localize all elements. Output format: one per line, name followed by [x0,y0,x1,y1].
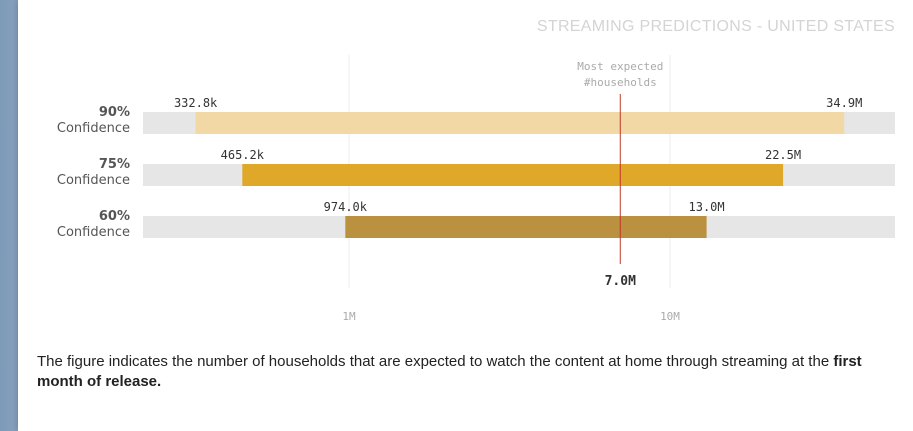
caption-text: The figure indicates the number of house… [37,353,834,370]
expected-annotation-line2: #households [584,76,657,89]
caption-bold: first month of release. [37,353,862,390]
confidence-word: Confidence [56,173,130,188]
range-bar [242,164,784,186]
confidence-percent: 60% [98,209,130,224]
confidence-word: Confidence [56,225,130,240]
confidence-row-label: 60% Confidence [20,209,130,241]
range-high-label: 13.0M [689,200,725,214]
confidence-percent: 75% [98,157,130,172]
range-low-label: 332.8k [174,96,218,110]
chart-title: STREAMING PREDICTIONS - UNITED STATES [536,18,895,35]
confidence-word: Confidence [56,121,130,136]
expected-value-label: 7.0M [605,274,636,289]
x-tick-label: 10M [660,310,680,323]
chart-card: STREAMING PREDICTIONS - UNITED STATES 1M… [18,0,913,431]
chart-caption: The figure indicates the number of house… [37,352,877,392]
confidence-row-label: 90% Confidence [20,105,130,137]
range-high-label: 34.9M [826,96,862,110]
expected-annotation-line1: Most expected [577,60,663,73]
confidence-row-label: 75% Confidence [20,157,130,189]
range-high-label: 22.5M [765,148,801,162]
range-low-label: 465.2k [221,148,265,162]
confidence-range-chart: 1M 10M 332.8k 34.9M 465.2k 22.5M 974.0k 13.0M Mo… [143,55,895,323]
range-low-label: 974.0k [324,200,368,214]
range-bar [195,112,845,134]
range-bar [345,216,707,238]
x-tick-label: 1M [342,310,356,323]
confidence-percent: 90% [98,105,130,120]
